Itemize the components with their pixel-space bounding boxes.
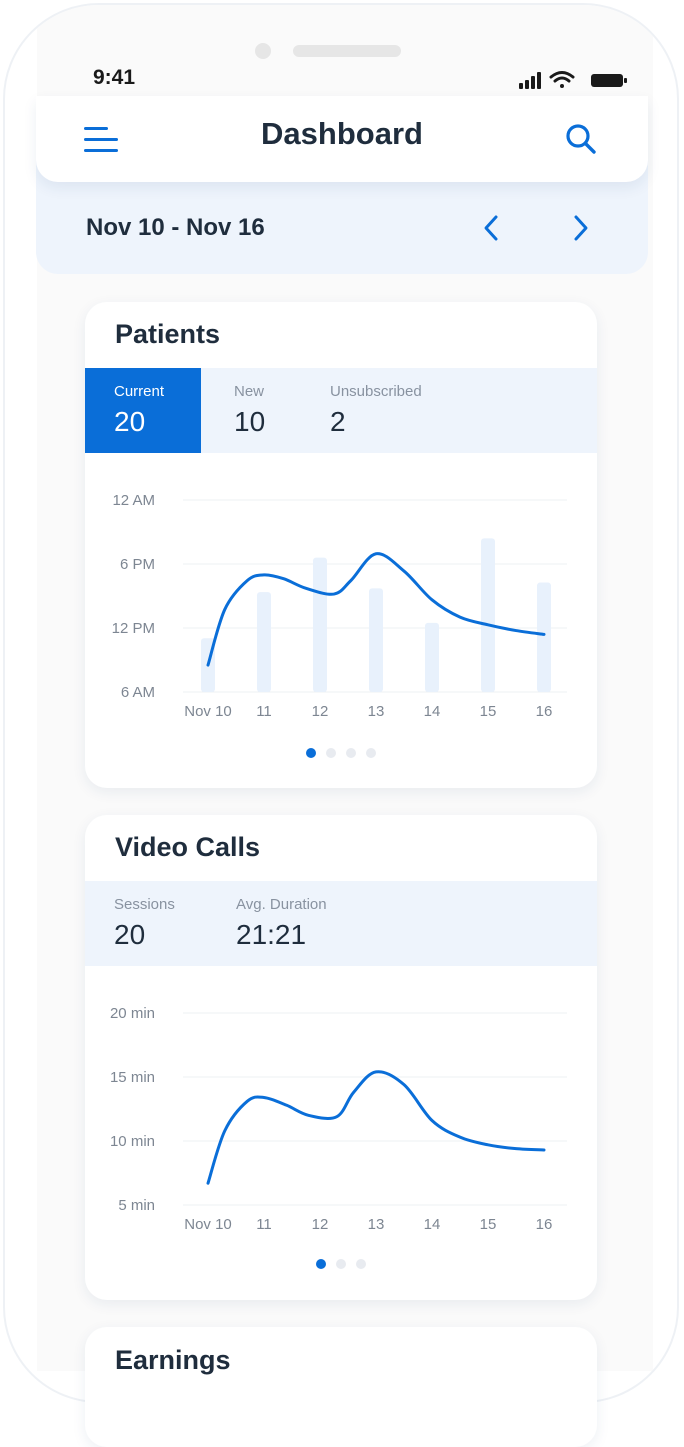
search-icon[interactable] bbox=[564, 122, 598, 156]
patients-stats: Current 20 New 10 Unsubscribed 2 bbox=[85, 368, 597, 453]
chevron-left-icon[interactable] bbox=[476, 212, 506, 244]
y-tick-label: 6 AM bbox=[121, 684, 155, 701]
x-tick-label: 14 bbox=[424, 1216, 441, 1233]
patients-pager bbox=[85, 745, 597, 759]
stat-value: 2 bbox=[330, 406, 346, 437]
stat-label: Avg. Duration bbox=[236, 896, 327, 913]
patients-chart: 12 AM 6 PM 12 PM 6 AM Nov 10 11 12 13 14 15 16 bbox=[112, 492, 567, 720]
x-tick-label: 14 bbox=[424, 703, 441, 720]
stat-value: 20 bbox=[114, 406, 146, 437]
x-tick-label: 15 bbox=[480, 1216, 497, 1233]
pager-dot[interactable] bbox=[326, 748, 336, 758]
x-tick-label: 15 bbox=[480, 703, 497, 720]
y-tick-label: 6 PM bbox=[120, 556, 155, 573]
stat-value: 21:21 bbox=[236, 919, 307, 950]
y-tick-label: 5 min bbox=[118, 1197, 155, 1214]
video-calls-stats: Sessions 20 Avg. Duration 21:21 bbox=[85, 881, 597, 966]
bar bbox=[369, 588, 383, 692]
y-tick-label: 10 min bbox=[110, 1133, 155, 1150]
video-calls-chart: 20 min 15 min 10 min 5 min Nov 10 11 12 13 14 15 1… bbox=[110, 1005, 567, 1233]
stat-unsubscribed-tab[interactable]: Unsubscribed 2 bbox=[301, 368, 451, 453]
card-title: Earnings bbox=[115, 1345, 231, 1375]
status-time: 9:41 bbox=[93, 66, 136, 89]
x-tick-label: 11 bbox=[256, 703, 272, 720]
earnings-card: Earnings bbox=[85, 1327, 597, 1447]
signal-icon bbox=[519, 72, 541, 89]
bar bbox=[537, 582, 551, 692]
stat-label: Sessions bbox=[114, 896, 175, 913]
x-tick-label: Nov 10 bbox=[184, 703, 232, 720]
page-title: Dashboard bbox=[261, 116, 423, 151]
card-title: Patients bbox=[115, 319, 221, 349]
status-icons bbox=[517, 69, 629, 91]
y-tick-label: 12 PM bbox=[112, 620, 155, 637]
series-line bbox=[206, 552, 546, 667]
y-tick-label: 15 min bbox=[110, 1069, 155, 1086]
bar bbox=[481, 538, 495, 692]
series-line bbox=[206, 1070, 546, 1185]
y-tick-label: 12 AM bbox=[112, 492, 155, 509]
bar bbox=[425, 622, 439, 692]
bar bbox=[313, 557, 327, 692]
x-tick-label: 16 bbox=[536, 1216, 553, 1233]
x-tick-label: Nov 10 bbox=[184, 1216, 232, 1233]
pager-dot[interactable] bbox=[306, 748, 316, 758]
front-camera bbox=[255, 43, 271, 59]
stat-value: 20 bbox=[114, 919, 146, 950]
pager-dot[interactable] bbox=[336, 1259, 346, 1269]
x-tick-label: 13 bbox=[368, 703, 385, 720]
stat-avg-duration: Avg. Duration 21:21 bbox=[207, 881, 407, 966]
hamburger-menu-icon[interactable] bbox=[84, 126, 120, 154]
stat-current-tab[interactable]: Current 20 bbox=[85, 368, 201, 453]
stat-label: New bbox=[234, 383, 265, 400]
card-title: Video Calls bbox=[115, 832, 261, 862]
bar bbox=[257, 592, 271, 692]
video-calls-card: Video Calls Sessions 20 Avg. Duration 21… bbox=[85, 815, 597, 1300]
stat-label: Unsubscribed bbox=[330, 383, 422, 400]
pager-dot[interactable] bbox=[366, 748, 376, 758]
x-tick-label: 13 bbox=[368, 1216, 385, 1233]
date-range-label: Nov 10 - Nov 16 bbox=[86, 214, 265, 241]
x-tick-label: 12 bbox=[312, 1216, 329, 1233]
pager-dot[interactable] bbox=[356, 1259, 366, 1269]
wifi-icon bbox=[549, 71, 575, 88]
stat-label: Current bbox=[114, 383, 165, 400]
pager-dot[interactable] bbox=[316, 1259, 326, 1269]
battery-icon bbox=[591, 74, 627, 87]
patients-card: Patients Current 20 New 10 Unsubscribed … bbox=[85, 302, 597, 788]
x-tick-label: 16 bbox=[536, 703, 553, 720]
speaker-grille bbox=[293, 45, 401, 57]
chevron-right-icon[interactable] bbox=[566, 212, 596, 244]
y-tick-label: 20 min bbox=[110, 1005, 155, 1022]
video-calls-pager bbox=[85, 1256, 597, 1270]
stat-value: 10 bbox=[234, 406, 266, 437]
x-tick-label: 11 bbox=[256, 1216, 272, 1233]
x-tick-label: 12 bbox=[312, 703, 329, 720]
pager-dot[interactable] bbox=[346, 748, 356, 758]
app-header: Dashboard bbox=[36, 96, 648, 182]
stat-sessions: Sessions 20 bbox=[85, 881, 205, 966]
stat-new-tab[interactable]: New 10 bbox=[205, 368, 299, 453]
